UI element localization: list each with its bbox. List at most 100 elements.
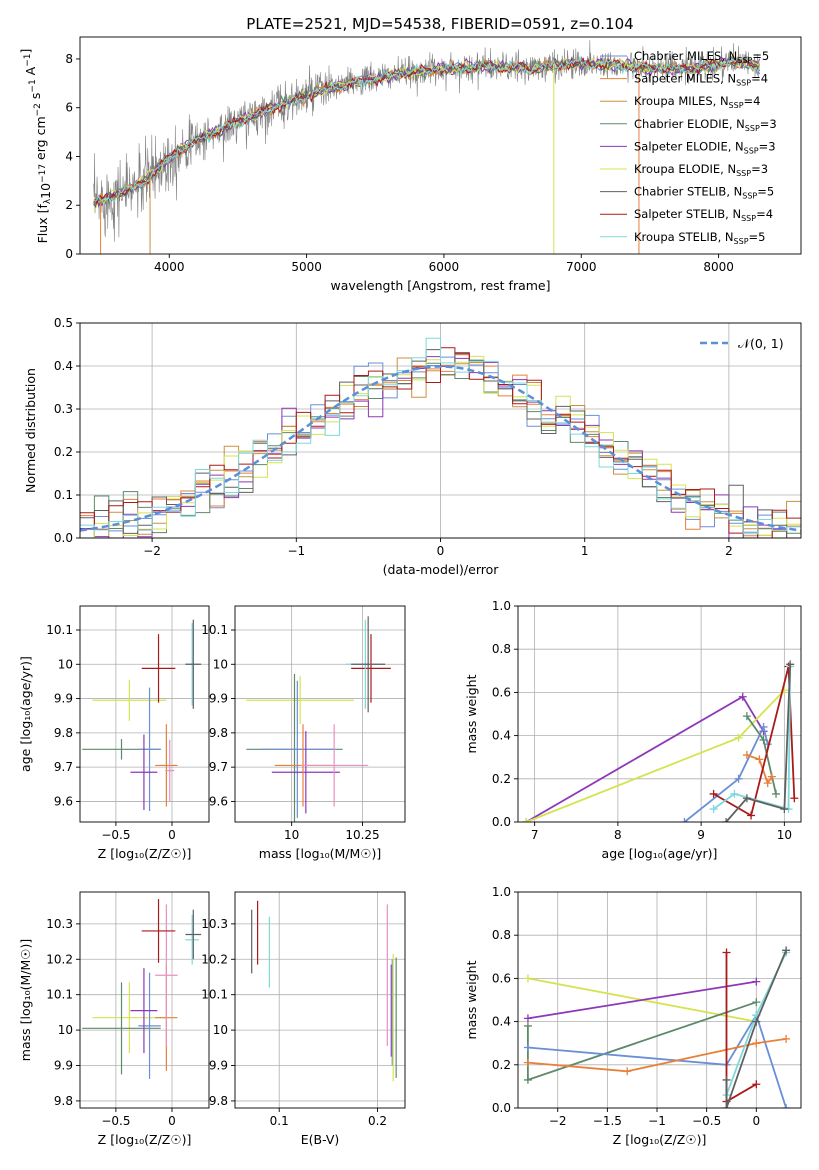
- tick-label-y: 0.0: [54, 531, 73, 545]
- axes-frame: [79, 891, 210, 1109]
- tick-label-x: 0.2: [368, 1114, 387, 1128]
- axis-label-x: Z [log₁₀(Z/Z☉)]: [613, 1132, 707, 1147]
- axis-label-x: (data-model)/error: [383, 562, 500, 577]
- plot-area: [246, 616, 391, 822]
- weight-marker: [523, 1014, 532, 1023]
- axes-mass_weight_vs_age: 7 8 9 10 0.0 0.2 0.4 0.6 0.8 1.0 age [log₁₀(age/yr…: [464, 599, 802, 861]
- errorbar-point: [351, 634, 391, 703]
- tick-label-y: 9.8: [54, 726, 73, 740]
- tick-label-y: 0: [65, 247, 73, 261]
- weight-marker: [759, 735, 768, 744]
- tick-label-y: 0.4: [492, 1015, 511, 1029]
- tick-label-x: −1.5: [593, 1114, 622, 1128]
- tick-label-x: 6000: [429, 260, 460, 274]
- tick-label-y: 0.0: [492, 815, 511, 829]
- weight-line: [525, 695, 765, 822]
- plot-area: [80, 337, 801, 538]
- tick-label-x: 5000: [291, 260, 322, 274]
- weight-line: [746, 754, 773, 786]
- legend-label: 𝒩(0, 1): [738, 336, 784, 351]
- legend-label: Kroupa ELODIE, NSSP=3: [634, 162, 768, 178]
- figure-title: PLATE=2521, MJD=54538, FIBERID=0591, z=0…: [246, 15, 633, 33]
- tick-label-y: 9.7: [209, 760, 228, 774]
- plot-area: [522, 660, 799, 822]
- tick-label-y: 9.9: [54, 692, 73, 706]
- weight-line: [725, 949, 787, 1108]
- tick-label-y: 0.4: [54, 359, 73, 373]
- tick-label-y: 0.0: [492, 1101, 511, 1115]
- tick-label-x: 4000: [154, 260, 185, 274]
- weight-marker: [722, 1104, 731, 1108]
- weight-line: [683, 724, 769, 822]
- histogram-step-kroupa-stelib: [80, 337, 801, 535]
- weight-marker: [680, 818, 689, 822]
- weight-marker: [752, 1080, 761, 1089]
- errorbar-point: [300, 724, 369, 807]
- axis-label-y: mass weight: [464, 960, 479, 1039]
- weight-marker: [523, 974, 532, 983]
- axes-frame: [234, 891, 406, 1109]
- tick-label-x: 0: [752, 1114, 760, 1128]
- legend-label: Chabrier ELODIE, NSSP=3: [634, 117, 777, 133]
- tick-label-y: 9.6: [209, 794, 228, 808]
- weight-marker: [763, 779, 772, 788]
- tick-label-y: 0.4: [492, 729, 511, 743]
- axes-frame: [517, 605, 802, 823]
- tick-label-y: 1.0: [492, 599, 511, 613]
- tick-label-y: 6: [65, 101, 73, 115]
- plot-area: [251, 900, 397, 1082]
- errorbar-point: [130, 968, 158, 1054]
- legend-label: Kroupa MILES, NSSP=4: [634, 94, 760, 110]
- axis-label-x: Z [log₁₀(Z/Z☉)]: [98, 1132, 192, 1147]
- axes-mass_vs_Z: −0.5 0 9.8 9.9 10 10.1 10.2 10.3 Z [log₁₀(Z/Z☉)]…: [18, 891, 210, 1147]
- tick-label-y: 10: [58, 1023, 73, 1037]
- tick-label-x: 0.1: [270, 1114, 289, 1128]
- axis-label-x: wavelength [Angstrom, rest frame]: [330, 278, 550, 293]
- tick-label-x: 8000: [703, 260, 734, 274]
- tick-label-y: 8: [65, 52, 73, 66]
- tick-label-y: 9.8: [209, 1094, 228, 1108]
- errorbar-point: [260, 680, 335, 818]
- weight-marker: [722, 1075, 731, 1084]
- tick-label-x: −0.5: [692, 1114, 721, 1128]
- errorbar-point: [271, 731, 340, 814]
- axis-label-x: age [log₁₀(age/yr)]: [602, 846, 718, 861]
- errorbar-point: [141, 899, 176, 963]
- errorbar-point: [185, 909, 202, 960]
- tick-label-y: 10.1: [201, 623, 228, 637]
- weight-marker: [782, 1034, 791, 1043]
- axis-label-y: age [log₁₀(age/yr)]: [18, 656, 33, 772]
- tick-label-x: 0: [168, 1114, 176, 1128]
- tick-label-y: 0.1: [54, 488, 73, 502]
- tick-label-y: 9.6: [54, 794, 73, 808]
- weight-marker: [752, 1017, 761, 1026]
- tick-label-y: 0.3: [54, 402, 73, 416]
- tick-label-y: 0.2: [492, 772, 511, 786]
- tick-label-x: −0.5: [101, 828, 130, 842]
- tick-label-x: 0: [437, 544, 445, 558]
- tick-label-y: 9.8: [209, 726, 228, 740]
- tick-label-x: 7000: [566, 260, 597, 274]
- weight-marker: [772, 789, 781, 798]
- weight-marker: [742, 751, 751, 760]
- axis-label-y: Normed distribution: [23, 368, 38, 493]
- tick-label-x: −1: [648, 1114, 666, 1128]
- errorbar-point: [138, 972, 161, 1079]
- tick-label-y: 10: [213, 657, 228, 671]
- normal-curve: [80, 365, 801, 532]
- weight-marker: [782, 946, 791, 955]
- tick-label-y: 10.2: [46, 952, 73, 966]
- weight-marker: [780, 805, 789, 814]
- weight-marker: [755, 755, 764, 764]
- tick-label-y: 10.1: [201, 988, 228, 1002]
- weight-marker: [742, 712, 751, 721]
- weight-marker: [767, 772, 776, 781]
- errorbar-point: [92, 982, 167, 1054]
- errorbar-point: [82, 982, 161, 1075]
- tick-label-y: 0.2: [54, 445, 73, 459]
- axes-frame: [234, 605, 406, 823]
- tick-label-y: 9.9: [209, 692, 228, 706]
- axes-mass_weight_vs_Z: −2 −1.5 −1 −0.5 0 0.0 0.2 0.4 0.6 0.8 1.0 Z [log₁₀(…: [464, 885, 802, 1147]
- weight-line: [713, 666, 796, 817]
- tick-label-x: 10: [777, 828, 792, 842]
